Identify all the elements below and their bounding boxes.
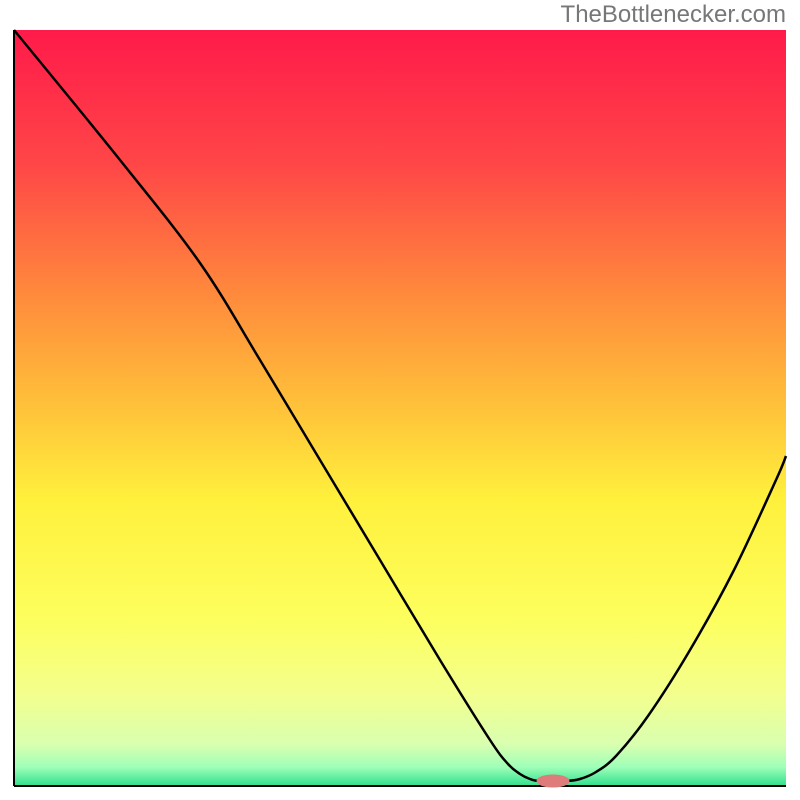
optimal-point-marker: [537, 775, 569, 787]
chart-background: [14, 30, 786, 786]
watermark-text: TheBottlenecker.com: [561, 1, 786, 28]
